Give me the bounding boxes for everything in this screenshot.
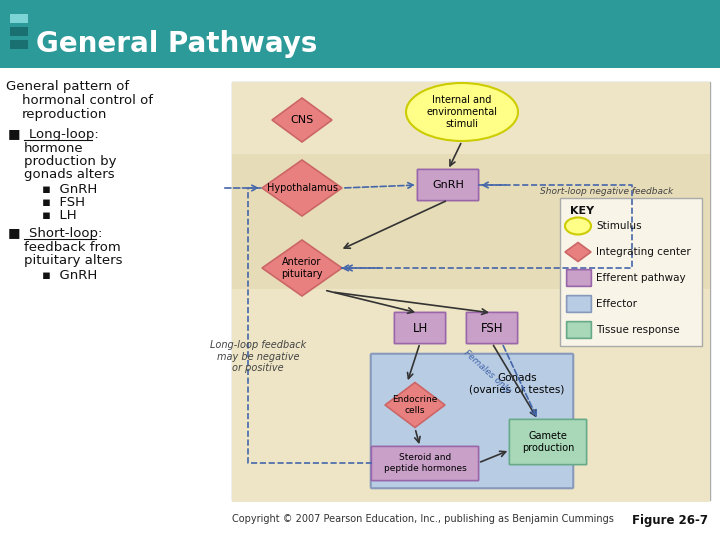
Text: Anterior
pituitary: Anterior pituitary xyxy=(282,257,323,279)
Text: GnRH: GnRH xyxy=(432,180,464,190)
FancyBboxPatch shape xyxy=(0,0,720,68)
Text: Tissue response: Tissue response xyxy=(596,325,680,335)
Text: LH: LH xyxy=(413,321,428,334)
Text: ■  Long-loop:: ■ Long-loop: xyxy=(8,128,99,141)
Text: Integrating center: Integrating center xyxy=(596,247,690,257)
Polygon shape xyxy=(262,240,342,296)
Text: ▪  LH: ▪ LH xyxy=(42,209,76,222)
Text: Effector: Effector xyxy=(596,299,637,309)
FancyBboxPatch shape xyxy=(10,14,28,23)
Text: hormone: hormone xyxy=(24,142,84,155)
Text: CNS: CNS xyxy=(290,115,314,125)
Text: FSH: FSH xyxy=(481,321,503,334)
FancyBboxPatch shape xyxy=(232,82,710,500)
Text: Females only: Females only xyxy=(462,349,512,395)
FancyBboxPatch shape xyxy=(232,154,710,289)
Text: General Pathways: General Pathways xyxy=(36,30,318,58)
Text: production by: production by xyxy=(24,155,117,168)
Ellipse shape xyxy=(406,83,518,141)
Text: Short-loop negative feedback: Short-loop negative feedback xyxy=(540,187,673,197)
Polygon shape xyxy=(272,98,332,142)
Text: ▪  FSH: ▪ FSH xyxy=(42,196,85,209)
Text: feedback from: feedback from xyxy=(24,241,121,254)
FancyBboxPatch shape xyxy=(567,295,591,312)
Text: Efferent pathway: Efferent pathway xyxy=(596,273,685,283)
Polygon shape xyxy=(565,242,591,261)
FancyBboxPatch shape xyxy=(371,354,573,488)
Text: Gonads
(ovaries or testes): Gonads (ovaries or testes) xyxy=(469,373,564,395)
Text: Hypothalamus: Hypothalamus xyxy=(266,183,338,193)
Text: Gamete
production: Gamete production xyxy=(522,431,574,453)
Text: KEY: KEY xyxy=(570,206,594,216)
Text: Stimulus: Stimulus xyxy=(596,221,642,231)
Text: General pattern of: General pattern of xyxy=(6,80,129,93)
Text: Steroid and
peptide hormones: Steroid and peptide hormones xyxy=(384,453,467,472)
FancyBboxPatch shape xyxy=(10,40,28,49)
FancyBboxPatch shape xyxy=(232,289,710,502)
FancyBboxPatch shape xyxy=(372,447,479,481)
FancyBboxPatch shape xyxy=(395,312,446,343)
Text: pituitary alters: pituitary alters xyxy=(24,254,122,267)
Text: Figure 26-7: Figure 26-7 xyxy=(632,514,708,527)
Text: Long-loop feedback
may be negative
or positive: Long-loop feedback may be negative or po… xyxy=(210,340,306,373)
Text: hormonal control of: hormonal control of xyxy=(22,94,153,107)
Text: ■  Short-loop:: ■ Short-loop: xyxy=(8,227,102,240)
FancyBboxPatch shape xyxy=(560,198,702,346)
FancyBboxPatch shape xyxy=(467,312,518,343)
Polygon shape xyxy=(385,382,445,428)
Text: gonads alters: gonads alters xyxy=(24,168,114,181)
Polygon shape xyxy=(262,160,342,216)
Text: ▪  GnRH: ▪ GnRH xyxy=(42,183,97,196)
FancyBboxPatch shape xyxy=(509,420,587,464)
Text: Copyright © 2007 Pearson Education, Inc., publishing as Benjamin Cummings: Copyright © 2007 Pearson Education, Inc.… xyxy=(232,514,614,524)
Text: reproduction: reproduction xyxy=(22,108,107,121)
Text: ▪  GnRH: ▪ GnRH xyxy=(42,269,97,282)
FancyBboxPatch shape xyxy=(10,27,28,36)
FancyBboxPatch shape xyxy=(567,269,591,286)
FancyBboxPatch shape xyxy=(418,170,479,201)
FancyBboxPatch shape xyxy=(232,82,710,154)
Ellipse shape xyxy=(565,218,591,234)
Text: Internal and
environmental
stimuli: Internal and environmental stimuli xyxy=(426,96,498,129)
FancyBboxPatch shape xyxy=(567,322,591,339)
Text: Endocrine
cells: Endocrine cells xyxy=(392,395,438,415)
